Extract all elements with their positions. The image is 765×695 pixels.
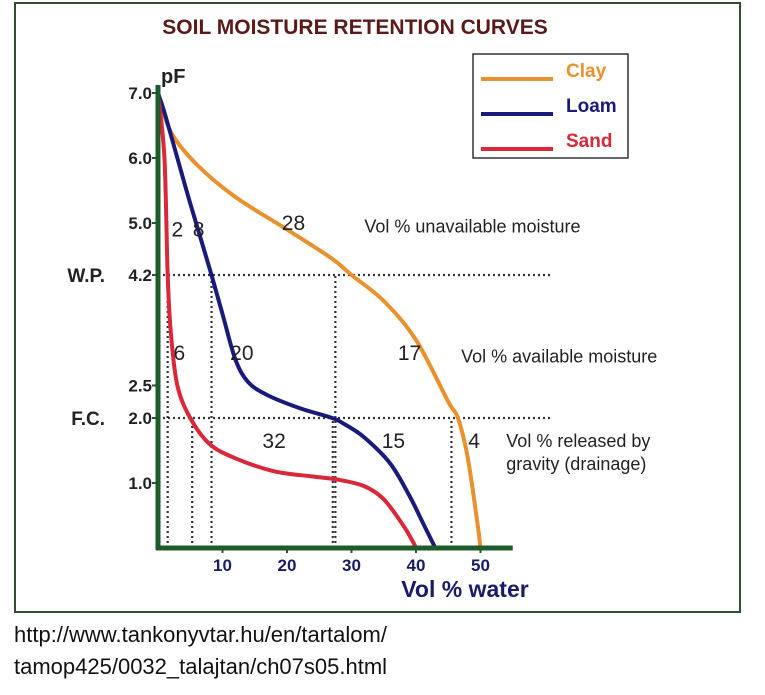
y-tick-label-1.0: 1.0: [128, 474, 152, 493]
value-label-8: 4: [468, 430, 480, 453]
value-label-5: 17: [398, 342, 421, 365]
legend-label-clay: Clay: [566, 61, 607, 82]
annotation-0-line-0: Vol % unavailable moisture: [364, 216, 580, 236]
source-url-line-2[interactable]: tamop425/0032_talajtan/ch07s05.html: [14, 654, 388, 679]
value-label-1: 8: [193, 219, 205, 242]
y-marker-label-fc: F.C.: [71, 409, 105, 430]
series-line-clay: [156, 91, 483, 550]
legend-label-sand: Sand: [566, 131, 612, 152]
legend: Clay Loam Sand: [472, 53, 629, 159]
annotation-0: Vol % unavailable moisture: [364, 216, 580, 236]
legend-box: [472, 53, 629, 159]
value-label-2: 28: [282, 212, 305, 235]
x-tick-label-10: 10: [213, 556, 232, 575]
x-tick-label-20: 20: [278, 556, 297, 575]
value-label-7: 15: [382, 430, 405, 453]
value-label-3: 6: [173, 342, 185, 365]
source-url-line-1[interactable]: http://www.tankonyvtar.hu/en/tartalom/: [14, 622, 387, 647]
legend-label-loam: Loam: [566, 96, 617, 117]
x-tick-label-40: 40: [407, 556, 426, 575]
annotation-2: Vol % released by gravity (drainage): [506, 431, 650, 474]
x-tick-label-30: 30: [342, 556, 361, 575]
y-tick-label-6.0: 6.0: [128, 149, 152, 168]
y-tick-label-7.0: 7.0: [128, 84, 152, 103]
annotation-1-line-0: Vol % available moisture: [461, 346, 657, 366]
y-tick-label-4.2: 4.2: [128, 266, 152, 285]
chart-title: SOIL MOISTURE RETENTION CURVES: [162, 16, 547, 39]
value-label-6: 32: [262, 430, 285, 453]
y-marker-label-wp: W.P.: [67, 266, 105, 287]
annotation-2-line-0: Vol % released by: [506, 431, 650, 451]
annotation-1: Vol % available moisture: [461, 346, 657, 366]
y-tick-label-2.0: 2.0: [128, 409, 152, 428]
y-tick-label-2.5: 2.5: [128, 377, 152, 396]
y-axis-title: pF: [161, 66, 185, 88]
value-label-4: 20: [230, 342, 253, 365]
series-line-loam: [156, 91, 438, 550]
value-label-0: 2: [172, 219, 184, 242]
annotation-2-line-1: gravity (drainage): [506, 454, 646, 474]
series-line-sand: [156, 91, 418, 550]
x-tick-label-50: 50: [471, 556, 490, 575]
x-axis-title: Vol % water: [401, 576, 528, 602]
y-tick-label-5.0: 5.0: [128, 214, 152, 233]
